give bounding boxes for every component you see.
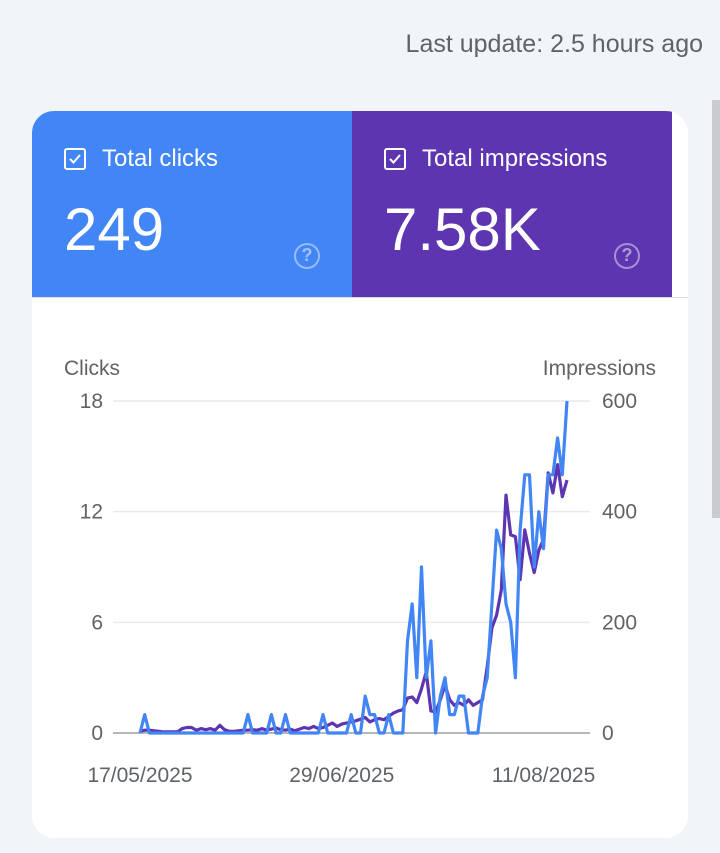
- left-tick-label: 12: [80, 501, 103, 524]
- right-tick-label: 200: [602, 611, 637, 634]
- right-tick-label: 400: [602, 501, 637, 524]
- impressions-series-line: [139, 463, 569, 734]
- help-icon[interactable]: ?: [614, 243, 640, 269]
- total-impressions-tile[interactable]: Total impressions 7.58K ?: [352, 111, 672, 297]
- right-tick-label: 0: [602, 722, 614, 745]
- checkbox-checked-icon[interactable]: [384, 148, 406, 170]
- metric-label: Total impressions: [422, 145, 608, 172]
- left-tick-label: 18: [80, 390, 103, 413]
- metric-value: 249: [64, 196, 165, 263]
- left-tick-label: 0: [91, 722, 103, 745]
- x-tick-label: 11/08/2025: [492, 764, 596, 787]
- right-axis-title: Impressions: [543, 357, 656, 380]
- metric-value: 7.58K: [384, 196, 541, 263]
- left-tick-label: 6: [91, 611, 103, 634]
- metric-label: Total clicks: [102, 145, 219, 172]
- left-axis-title: Clicks: [64, 357, 120, 380]
- clicks-series-line: [138, 400, 569, 735]
- x-tick-label: 17/05/2025: [87, 764, 192, 787]
- divider: [32, 297, 688, 298]
- performance-card: Total clicks 249 ? Total impressions 7.5…: [32, 111, 688, 838]
- x-tick-label: 29/06/2025: [289, 764, 394, 787]
- checkbox-checked-icon[interactable]: [64, 148, 86, 170]
- total-clicks-tile[interactable]: Total clicks 249 ?: [32, 111, 352, 297]
- last-update-text: Last update: 2.5 hours ago: [405, 30, 703, 58]
- scrollbar[interactable]: [712, 100, 720, 518]
- right-tick-label: 600: [602, 390, 637, 413]
- help-icon[interactable]: ?: [294, 243, 320, 269]
